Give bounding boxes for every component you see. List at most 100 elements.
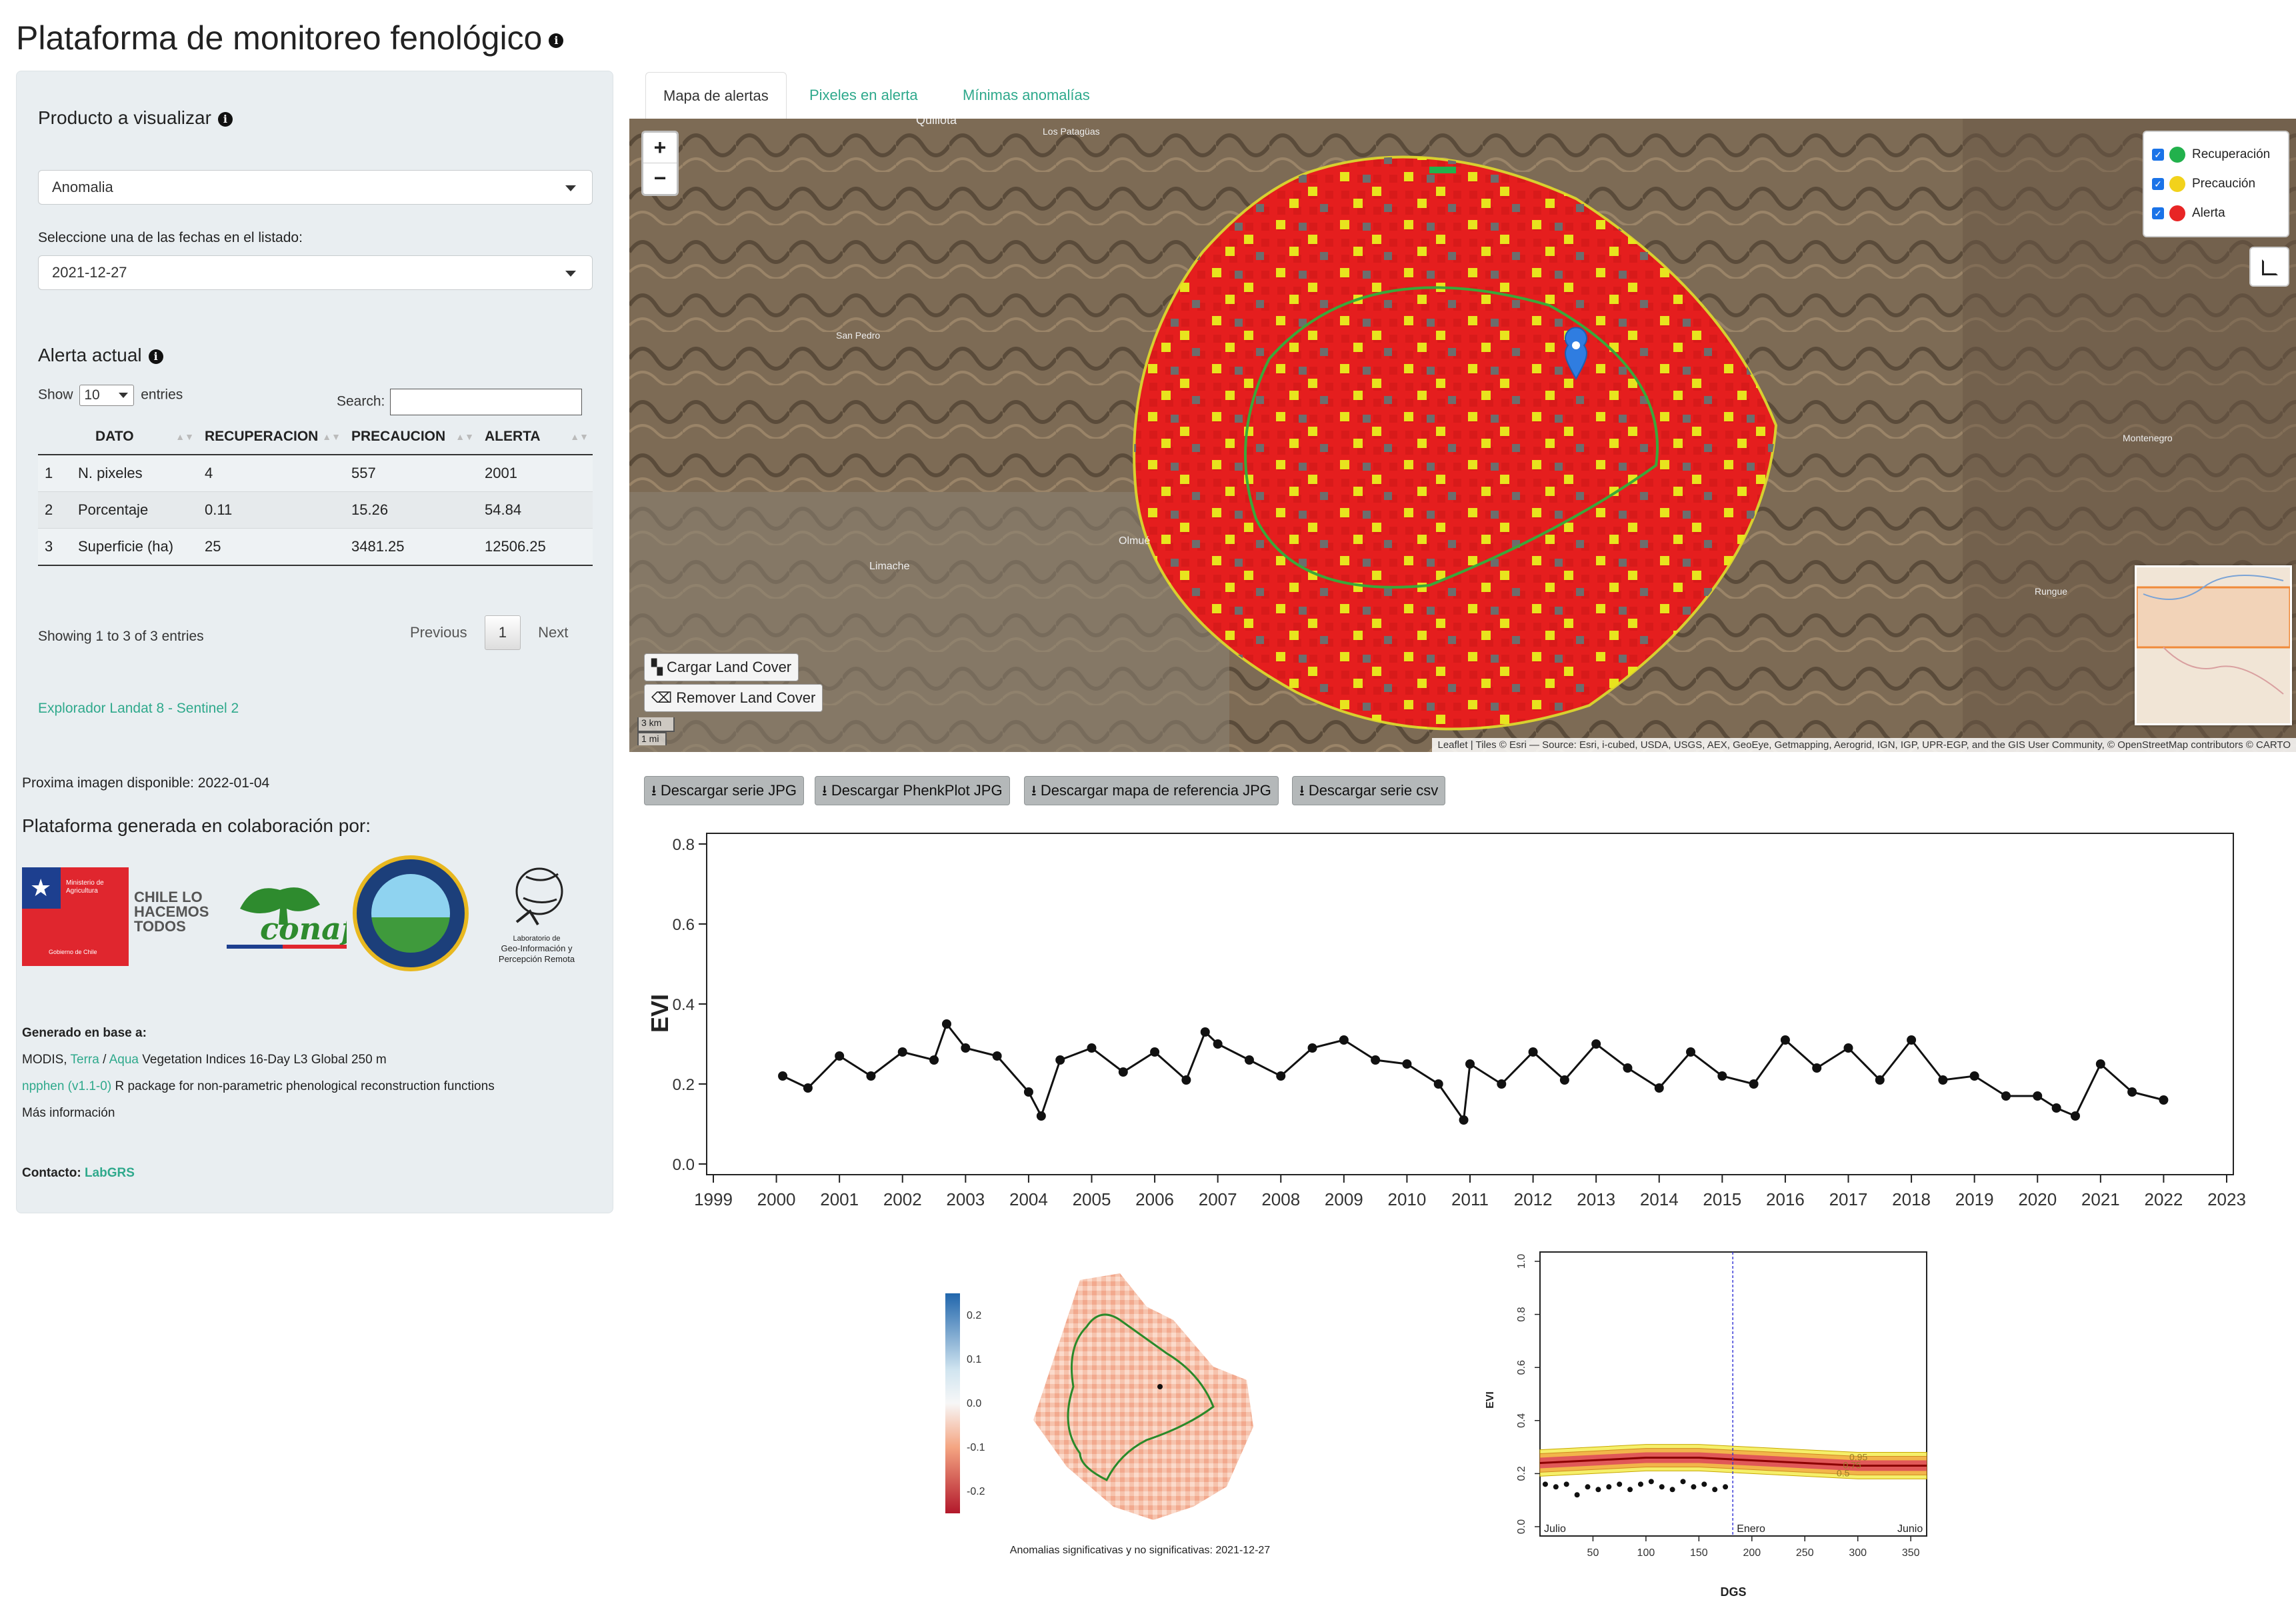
next-image-text: Proxima imagen disponible: 2022-01-04 [22,775,270,791]
x-tick-label: 2005 [1073,1189,1111,1208]
explorer-link[interactable]: Explorador Landat 8 - Sentinel 2 [38,701,239,716]
alert-map[interactable]: Quillota Los Patagüas San Pedro Limache … [629,119,2296,752]
tab-pixeles-en-alerta[interactable]: Pixeles en alerta [809,87,918,103]
layer-alerta[interactable]: ✓ Alerta [2152,199,2280,228]
evi-point [835,1051,845,1061]
y-tick-label: 0.0 [1516,1519,1527,1534]
download-series-jpg-button[interactable]: ⭳ Descargar serie JPG [644,776,804,805]
place-label: Olmué [1119,535,1150,547]
download-reference-map-jpg-button[interactable]: ⭳ Descargar mapa de referencia JPG [1024,776,1279,805]
table-cell: 4 [198,454,345,492]
x-tick-label: 2010 [1387,1189,1426,1208]
logo-text: Geo-Información y [501,943,573,953]
fullscreen-icon [2262,259,2278,275]
x-tick-label: 2002 [883,1189,922,1208]
page-button[interactable]: 1 [484,615,521,650]
sort-icon: ▲▼ [570,431,589,442]
x-axis: 50 100 150 200 250 300 350 [1587,1536,1920,1559]
table-row[interactable]: 3 Superficie (ha) 25 3481.25 12506.25 [38,528,593,566]
map-attribution: Leaflet | Tiles © Esri — Source: Esri, i… [1432,738,2296,752]
layer-recuperacion[interactable]: ✓ Recuperación [2152,140,2280,169]
x-tick-label: 2003 [946,1189,985,1208]
watershed-boundary [1067,1313,1215,1482]
observed-point [1553,1484,1559,1490]
contact-link[interactable]: LabGRS [84,1166,135,1180]
logo-text: Laboratorio de [513,935,561,943]
y-tick-label: 0.6 [1516,1360,1527,1375]
download-phenkplot-jpg-button[interactable]: ⭳ Descargar PhenkPlot JPG [815,776,1010,805]
table-cell: 3 [38,528,71,566]
column-header-precaucion[interactable]: PRECAUCION ▲▼ [345,419,478,455]
previous-button[interactable]: Previous [410,624,467,641]
x-tick-label: 2011 [1451,1189,1489,1208]
table-row[interactable]: 2 Porcentaje 0.11 15.26 54.84 [38,491,593,529]
recovery-pixels [1429,167,1456,173]
observed-point [1712,1487,1718,1493]
column-header-text: PRECAUCION [351,429,446,444]
next-button[interactable]: Next [538,624,569,641]
remove-land-cover-button[interactable]: ⌫ Remover Land Cover [644,684,823,712]
info-icon[interactable]: i [217,111,233,127]
column-header-alerta[interactable]: ALERTA ▲▼ [478,419,593,455]
x-tick-label: 2018 [1892,1189,1931,1208]
y-axis-label: EVI [1485,1391,1496,1409]
aqua-link[interactable]: Aqua [109,1053,139,1067]
contact-label: Contacto: [22,1166,81,1180]
colorbar-ticks: 0.2 0.1 0.0 -0.1 -0.2 [967,1310,985,1497]
logo-bar [22,867,61,909]
map-marker-icon[interactable] [1565,327,1587,381]
table-row[interactable]: 1 N. pixeles 4 557 2001 [38,454,593,492]
modis-credit: MODIS, Terra / Aqua Vegetation Indices 1… [22,1053,387,1067]
button-label: Descargar mapa de referencia JPG [1040,782,1271,799]
chevron-down-icon [565,271,576,277]
search-input[interactable] [390,389,583,415]
evi-time-series-chart: 0.0 0.2 0.4 0.6 0.8 1999 2000 2001 2002 2003 2004… [646,833,2246,1208]
checkbox-checked-icon[interactable]: ✓ [2152,207,2164,219]
checkbox-checked-icon[interactable]: ✓ [2152,149,2164,161]
minimap[interactable] [2135,565,2292,725]
product-select[interactable]: Anomalia [38,170,593,205]
terra-link[interactable]: Terra [70,1053,99,1067]
evi-point [1036,1111,1046,1121]
evi-point [1023,1087,1033,1097]
y-tick-label: 0.4 [673,996,695,1014]
table-length-select[interactable]: 10 [79,385,135,406]
fullscreen-button[interactable] [2249,247,2289,287]
column-header-recuperacion[interactable]: RECUPERACION ▲▼ [198,419,345,455]
info-icon[interactable]: i [148,349,163,364]
median-line [1539,1457,1927,1467]
chevron-down-icon [119,393,129,398]
evi-line [782,1021,2164,1123]
evi-point [866,1071,876,1081]
tab-minimas-anomalias[interactable]: Mínimas anomalías [963,87,1090,103]
observed-point [1563,1481,1569,1487]
npphen-link[interactable]: npphen (v1.1-0) [22,1079,112,1093]
download-series-csv-button[interactable]: ⭳ Descargar serie csv [1292,776,1446,805]
zoom-in-button[interactable]: + [643,133,677,163]
more-info-link[interactable]: Más información [22,1106,115,1120]
evi-point [1213,1039,1223,1049]
x-tick-label: 2004 [1009,1189,1048,1208]
info-icon[interactable]: i [549,33,564,48]
x-tick-label: 2019 [1955,1189,1994,1208]
colorbar-tick-label: 0.0 [967,1398,981,1409]
evi-point [1969,1071,1979,1081]
evi-point [992,1051,1002,1061]
load-land-cover-button[interactable]: ▚ Cargar Land Cover [644,653,799,681]
tab-mapa-de-alertas[interactable]: Mapa de alertas [645,72,787,119]
observed-point [1617,1481,1623,1487]
column-header-dato[interactable]: DATO ▲▼ [71,419,198,455]
point-marker [1157,1384,1163,1389]
evi-point [961,1043,971,1053]
evi-point [1339,1035,1349,1045]
flag-stripe [227,945,283,949]
evi-point [2159,1095,2169,1105]
zoom-out-button[interactable]: − [653,166,667,190]
layer-precaucion[interactable]: ✓ Precaución [2152,169,2280,199]
entries-label: entries [141,387,183,403]
checkbox-checked-icon[interactable]: ✓ [2152,178,2164,190]
column-header-index[interactable] [38,419,71,455]
date-select[interactable]: 2021-12-27 [38,255,593,290]
evi-point [2001,1091,2011,1101]
map-marker-center [1572,341,1580,349]
